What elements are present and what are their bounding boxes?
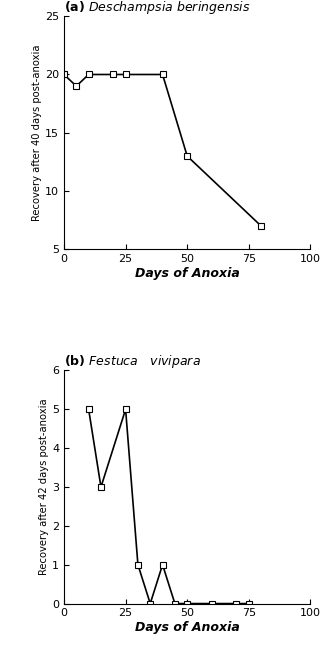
X-axis label: Days of Anoxia: Days of Anoxia [135, 621, 240, 634]
Text: (b) $\mathit{Festuca\ \ \ vivipara}$: (b) $\mathit{Festuca\ \ \ vivipara}$ [64, 354, 201, 371]
X-axis label: Days of Anoxia: Days of Anoxia [135, 267, 240, 280]
Y-axis label: Recovery after 40 days post-anoxia: Recovery after 40 days post-anoxia [32, 45, 42, 221]
Text: (a) $\mathit{Deschampsia\ beringensis}$: (a) $\mathit{Deschampsia\ beringensis}$ [64, 0, 250, 16]
Y-axis label: Recovery after 42 days post-anoxia: Recovery after 42 days post-anoxia [39, 398, 49, 576]
